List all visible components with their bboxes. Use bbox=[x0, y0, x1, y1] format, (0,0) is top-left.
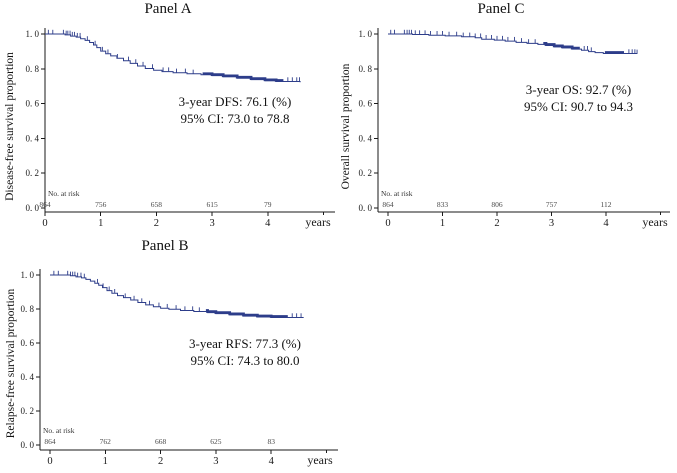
y-tick-label: 1. 0 bbox=[21, 270, 35, 280]
x-tick-label: 4 bbox=[269, 456, 275, 467]
y-tick-label: 0. 2 bbox=[21, 406, 35, 416]
y-tick-label: 0. 4 bbox=[359, 133, 373, 143]
x-tick-label: 4 bbox=[603, 218, 609, 229]
risk-count: 668 bbox=[155, 437, 167, 446]
x-tick-label: 1 bbox=[103, 456, 108, 467]
x-axis-unit-label: years bbox=[307, 453, 333, 467]
panel-b-title: Panel B bbox=[141, 238, 189, 254]
panel-a-annotation-line-1: 3-year DFS: 76.1 (%) bbox=[178, 94, 292, 109]
panel-b-plot: 1. 0 0. 8 0. 6 0. 4 0. 2 0. 0 0 1 2 3 4 years No. at… bbox=[21, 269, 338, 467]
panel-a-title: Panel A bbox=[144, 1, 192, 17]
censor-band bbox=[202, 72, 284, 82]
panel-b-annotation: 3-year RFS: 77.3 (%) 95% CI: 74.3 to 80.… bbox=[175, 336, 315, 369]
panel-a-plot: 1. 0 0. 8 0. 6 0. 4 0. 2 0. 00 1 2 3 4 years No. at… bbox=[26, 28, 335, 229]
survival-curve bbox=[50, 274, 304, 318]
risk-count: 864 bbox=[39, 200, 51, 209]
risk-count: 658 bbox=[151, 200, 163, 209]
panel-c-annotation: 3-year OS: 92.7 (%) 95% CI: 90.7 to 94.3 bbox=[511, 82, 646, 115]
risk-count: 833 bbox=[437, 200, 449, 209]
y-tick-label: 0. 2 bbox=[359, 168, 373, 178]
censor-band bbox=[205, 309, 288, 318]
y-tick-label: 0. 8 bbox=[359, 64, 373, 74]
x-tick-label: 0 bbox=[47, 456, 52, 467]
panel-b-annotation-line-2: 95% CI: 74.3 to 80.0 bbox=[190, 352, 300, 368]
y-tick-label: 0. 6 bbox=[26, 99, 40, 109]
risk-table-label: No. at risk bbox=[381, 189, 413, 198]
risk-count: 625 bbox=[210, 437, 222, 446]
x-tick-label: 4 bbox=[265, 218, 271, 229]
panel-c-title: Panel C bbox=[477, 1, 525, 17]
x-tick-label: 2 bbox=[494, 218, 499, 229]
x-tick-label: 1 bbox=[440, 218, 445, 229]
risk-count: 615 bbox=[206, 200, 218, 209]
x-tick-label: 0 bbox=[385, 218, 390, 229]
panel-c-annotation-line-1: 3-year OS: 92.7 (%) bbox=[525, 82, 632, 97]
y-tick-label: 0. 4 bbox=[21, 372, 35, 382]
y-tick-label: 0. 0 bbox=[26, 203, 40, 213]
panel-c-plot: 1. 0 0. 8 0. 6 0. 4 0. 2 0. 0 0 1 2 3 4 years No. at… bbox=[359, 28, 670, 229]
risk-table-label: No. at risk bbox=[48, 189, 80, 198]
x-tick-label: 2 bbox=[154, 218, 159, 229]
y-tick-label: 0. 6 bbox=[21, 338, 35, 348]
x-tick-label: 0 bbox=[42, 218, 47, 229]
survival-curve bbox=[388, 33, 638, 54]
y-tick-label: 1. 0 bbox=[26, 29, 40, 39]
panel-b-annotation-line-1: 3-year RFS: 77.3 (%) bbox=[189, 336, 301, 351]
y-tick-label: 0. 0 bbox=[359, 203, 373, 213]
panel-a-annotation-line-2: 95% CI: 73.0 to 78.8 bbox=[180, 110, 290, 126]
x-axis-unit-label: years bbox=[305, 215, 331, 229]
y-tick-label: 0. 0 bbox=[21, 440, 35, 450]
panel-a-annotation: 3-year DFS: 76.1 (%) 95% CI: 73.0 to 78.… bbox=[165, 94, 305, 127]
risk-count: 864 bbox=[44, 437, 56, 446]
y-tick-label: 1. 0 bbox=[359, 29, 373, 39]
panel-c: Panel C Overall survival proportion 1. 0… bbox=[339, 0, 677, 236]
risk-count: 806 bbox=[491, 200, 503, 209]
panel-b: Panel B Relapse-free survival proportion… bbox=[0, 237, 345, 473]
x-tick-label: 3 bbox=[209, 218, 214, 229]
risk-count: 757 bbox=[546, 200, 558, 209]
x-tick-label: 1 bbox=[98, 218, 103, 229]
risk-count: 762 bbox=[100, 437, 112, 446]
panel-a: Panel A Disease-free survival proportion… bbox=[0, 0, 339, 236]
censor-band bbox=[543, 42, 580, 50]
x-tick-label: 2 bbox=[158, 456, 163, 467]
x-tick-label: 3 bbox=[549, 218, 554, 229]
risk-table-label: No. at risk bbox=[43, 426, 75, 435]
risk-count: 112 bbox=[601, 200, 612, 209]
y-tick-label: 0. 6 bbox=[359, 99, 373, 109]
risk-count: 864 bbox=[382, 200, 394, 209]
y-tick-label: 0. 8 bbox=[21, 304, 35, 314]
survival-curve bbox=[45, 33, 301, 83]
x-axis-unit-label: years bbox=[642, 215, 668, 229]
x-tick-label: 3 bbox=[213, 456, 218, 467]
panel-c-annotation-line-2: 95% CI: 90.7 to 94.3 bbox=[523, 98, 634, 114]
y-tick-label: 0. 4 bbox=[26, 133, 40, 143]
risk-count: 83 bbox=[267, 437, 275, 446]
risk-count: 756 bbox=[95, 200, 107, 209]
y-tick-label: 0. 8 bbox=[26, 64, 40, 74]
y-tick-label: 0. 2 bbox=[26, 168, 40, 178]
risk-count: 79 bbox=[264, 200, 272, 209]
